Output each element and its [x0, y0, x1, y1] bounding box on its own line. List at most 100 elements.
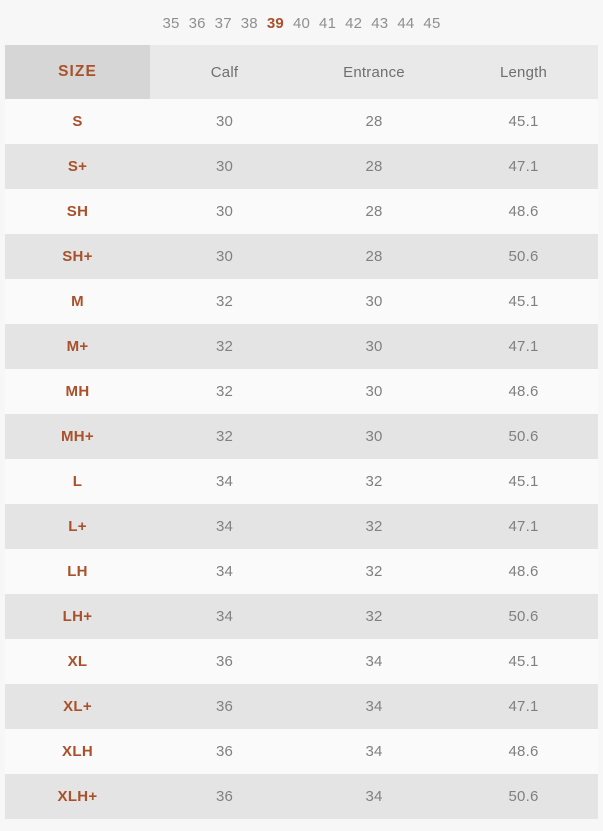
size-option-36[interactable]: 36: [188, 15, 206, 32]
cell-entrance: 30: [299, 324, 449, 369]
cell-calf: 32: [150, 324, 299, 369]
cell-size: XL+: [5, 684, 150, 729]
cell-entrance: 32: [299, 594, 449, 639]
cell-entrance: 28: [299, 144, 449, 189]
table-row: XLH 36 34 48.6: [5, 729, 598, 774]
size-option-37[interactable]: 37: [214, 15, 232, 32]
table-header: SIZE Calf Entrance Length: [5, 45, 598, 99]
cell-calf: 30: [150, 144, 299, 189]
cell-length: 45.1: [449, 99, 598, 144]
cell-size: XL: [5, 639, 150, 684]
cell-size: S+: [5, 144, 150, 189]
cell-size: XLH+: [5, 774, 150, 819]
cell-length: 47.1: [449, 324, 598, 369]
column-header-length[interactable]: Length: [449, 45, 598, 99]
cell-calf: 30: [150, 99, 299, 144]
cell-length: 50.6: [449, 414, 598, 459]
cell-size: SH+: [5, 234, 150, 279]
size-option-38[interactable]: 38: [240, 15, 258, 32]
table-row: L 34 32 45.1: [5, 459, 598, 504]
cell-entrance: 28: [299, 234, 449, 279]
cell-length: 48.6: [449, 369, 598, 414]
cell-calf: 30: [150, 189, 299, 234]
cell-calf: 32: [150, 414, 299, 459]
shoe-size-selector[interactable]: 35 36 37 38 39 40 41 42 43 44 45: [0, 0, 603, 45]
cell-entrance: 30: [299, 279, 449, 324]
cell-size: SH: [5, 189, 150, 234]
cell-entrance: 28: [299, 189, 449, 234]
cell-entrance: 30: [299, 369, 449, 414]
cell-size: M+: [5, 324, 150, 369]
cell-calf: 36: [150, 684, 299, 729]
table-row: XLH+ 36 34 50.6: [5, 774, 598, 819]
cell-size: LH: [5, 549, 150, 594]
table-row: SH+ 30 28 50.6: [5, 234, 598, 279]
cell-size: MH+: [5, 414, 150, 459]
table-row: M 32 30 45.1: [5, 279, 598, 324]
cell-length: 50.6: [449, 234, 598, 279]
size-option-44[interactable]: 44: [397, 15, 415, 32]
size-option-43[interactable]: 43: [371, 15, 389, 32]
cell-calf: 36: [150, 639, 299, 684]
measurements-table: SIZE Calf Entrance Length S 30 28 45.1 S+ 30 2…: [5, 45, 598, 819]
cell-entrance: 34: [299, 684, 449, 729]
table-row: LH 34 32 48.6: [5, 549, 598, 594]
cell-entrance: 34: [299, 729, 449, 774]
cell-length: 45.1: [449, 459, 598, 504]
cell-calf: 36: [150, 729, 299, 774]
cell-size: XLH: [5, 729, 150, 774]
cell-length: 47.1: [449, 144, 598, 189]
cell-calf: 30: [150, 234, 299, 279]
cell-entrance: 32: [299, 549, 449, 594]
cell-length: 45.1: [449, 279, 598, 324]
cell-calf: 36: [150, 774, 299, 819]
cell-calf: 34: [150, 594, 299, 639]
table-row: LH+ 34 32 50.6: [5, 594, 598, 639]
table-row: SH 30 28 48.6: [5, 189, 598, 234]
cell-entrance: 28: [299, 99, 449, 144]
cell-length: 50.6: [449, 774, 598, 819]
size-option-35[interactable]: 35: [162, 15, 180, 32]
cell-entrance: 32: [299, 504, 449, 549]
measurements-table-container: SIZE Calf Entrance Length S 30 28 45.1 S+ 30 2…: [5, 45, 598, 819]
table-row: MH+ 32 30 50.6: [5, 414, 598, 459]
size-option-41[interactable]: 41: [319, 15, 337, 32]
cell-entrance: 32: [299, 459, 449, 504]
cell-size: S: [5, 99, 150, 144]
cell-calf: 32: [150, 279, 299, 324]
cell-length: 48.6: [449, 729, 598, 774]
cell-calf: 32: [150, 369, 299, 414]
table-row: XL 36 34 45.1: [5, 639, 598, 684]
table-row: S 30 28 45.1: [5, 99, 598, 144]
table-row: L+ 34 32 47.1: [5, 504, 598, 549]
cell-entrance: 34: [299, 639, 449, 684]
cell-size: MH: [5, 369, 150, 414]
column-header-calf[interactable]: Calf: [150, 45, 299, 99]
table-row: M+ 32 30 47.1: [5, 324, 598, 369]
table-header-row: SIZE Calf Entrance Length: [5, 45, 598, 99]
cell-length: 50.6: [449, 594, 598, 639]
cell-calf: 34: [150, 504, 299, 549]
cell-size: M: [5, 279, 150, 324]
cell-size: L: [5, 459, 150, 504]
cell-calf: 34: [150, 459, 299, 504]
size-option-42[interactable]: 42: [345, 15, 363, 32]
column-header-entrance[interactable]: Entrance: [299, 45, 449, 99]
cell-size: L+: [5, 504, 150, 549]
size-option-45[interactable]: 45: [423, 15, 441, 32]
column-header-size[interactable]: SIZE: [5, 45, 150, 99]
cell-length: 48.6: [449, 189, 598, 234]
table-row: S+ 30 28 47.1: [5, 144, 598, 189]
cell-calf: 34: [150, 549, 299, 594]
size-option-39[interactable]: 39: [266, 15, 284, 32]
cell-size: LH+: [5, 594, 150, 639]
cell-entrance: 30: [299, 414, 449, 459]
cell-length: 47.1: [449, 504, 598, 549]
size-option-40[interactable]: 40: [292, 15, 311, 32]
cell-length: 48.6: [449, 549, 598, 594]
table-body: S 30 28 45.1 S+ 30 28 47.1 SH 30 28 48.6 SH+ 30 28 50.6…: [5, 99, 598, 819]
table-row: XL+ 36 34 47.1: [5, 684, 598, 729]
cell-length: 45.1: [449, 639, 598, 684]
cell-length: 47.1: [449, 684, 598, 729]
